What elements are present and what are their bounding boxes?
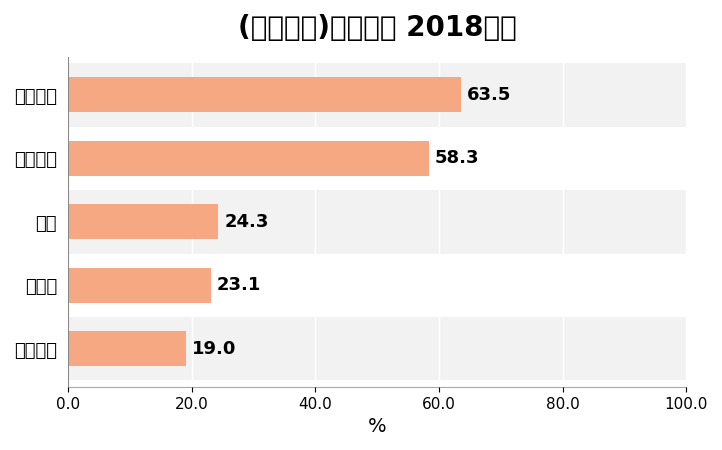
- Bar: [68, 63, 687, 126]
- Bar: [68, 317, 687, 381]
- Bar: [68, 204, 218, 239]
- Bar: [68, 218, 73, 225]
- Bar: [68, 345, 73, 352]
- Bar: [68, 154, 73, 162]
- Text: 63.5: 63.5: [467, 86, 511, 104]
- X-axis label: %: %: [368, 417, 386, 436]
- Bar: [68, 253, 687, 317]
- Bar: [68, 331, 186, 366]
- Title: (総合商社)資源割合 2018年度: (総合商社)資源割合 2018年度: [238, 14, 516, 42]
- Bar: [68, 91, 73, 99]
- Text: 23.1: 23.1: [217, 276, 261, 294]
- Bar: [68, 77, 461, 112]
- Bar: [68, 268, 211, 303]
- Text: 24.3: 24.3: [225, 213, 269, 231]
- Bar: [68, 126, 687, 190]
- Bar: [68, 141, 429, 176]
- Bar: [68, 190, 687, 253]
- Text: 58.3: 58.3: [435, 149, 479, 167]
- Bar: [68, 281, 73, 289]
- Text: 19.0: 19.0: [191, 340, 236, 358]
